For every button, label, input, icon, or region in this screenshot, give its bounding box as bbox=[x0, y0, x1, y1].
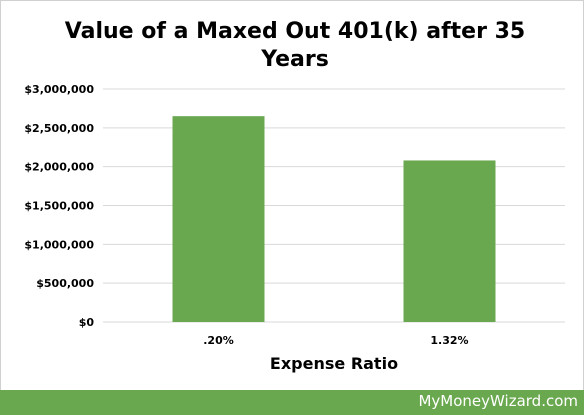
y-tick-label: $1,500,000 bbox=[24, 200, 94, 213]
y-tick-label: $3,000,000 bbox=[24, 83, 94, 96]
x-axis-ticks: .20% 1.32% bbox=[203, 334, 468, 347]
bar-1 bbox=[403, 160, 496, 322]
y-tick-label: $2,000,000 bbox=[24, 161, 94, 174]
y-axis-ticks: $0 $500,000 $1,000,000 $1,500,000 $2,000,000… bbox=[24, 83, 94, 329]
bars bbox=[172, 116, 496, 322]
x-tick-label: 1.32% bbox=[430, 334, 468, 347]
gridlines bbox=[103, 88, 565, 323]
x-axis-label: Expense Ratio bbox=[270, 354, 398, 373]
bar-chart: $0 $500,000 $1,000,000 $1,500,000 $2,000,000… bbox=[24, 83, 565, 373]
brand-text: MyMoneyWizard.com bbox=[418, 392, 578, 410]
y-tick-label: $2,500,000 bbox=[24, 122, 94, 135]
y-tick-label: $0 bbox=[79, 316, 95, 329]
y-tick-label: $500,000 bbox=[36, 277, 94, 290]
chart-title: Value of a Maxed Out 401(k) after 35 Yea… bbox=[64, 19, 526, 72]
y-tick-label: $1,000,000 bbox=[24, 238, 94, 251]
bar-0 bbox=[172, 116, 265, 322]
x-tick-label: .20% bbox=[203, 334, 234, 347]
footer-bar: MyMoneyWizard.com bbox=[0, 390, 584, 415]
